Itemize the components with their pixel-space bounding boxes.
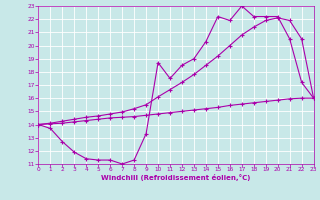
X-axis label: Windchill (Refroidissement éolien,°C): Windchill (Refroidissement éolien,°C) xyxy=(101,174,251,181)
